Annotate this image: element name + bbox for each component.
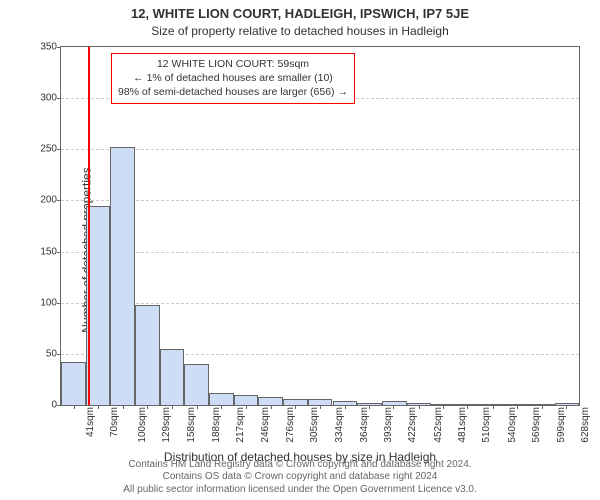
x-tick-label: 569sqm xyxy=(531,407,542,443)
title-sub: Size of property relative to detached ho… xyxy=(0,24,600,38)
x-tick-mark xyxy=(295,405,296,409)
title-main: 12, WHITE LION COURT, HADLEIGH, IPSWICH,… xyxy=(0,6,600,21)
x-tick-label: 305sqm xyxy=(309,407,320,443)
attribution-line1: Contains HM Land Registry data © Crown c… xyxy=(128,459,471,470)
histogram-bar xyxy=(258,397,283,405)
x-tick-label: 393sqm xyxy=(383,407,394,443)
x-tick-mark xyxy=(345,405,346,409)
histogram-bar xyxy=(184,364,209,405)
y-tick-mark xyxy=(57,303,61,304)
y-tick-mark xyxy=(57,149,61,150)
y-tick-mark xyxy=(57,252,61,253)
gridline xyxy=(61,200,579,201)
y-tick-label: 100 xyxy=(40,297,57,308)
x-tick-mark xyxy=(172,405,173,409)
x-tick-label: 246sqm xyxy=(259,407,270,443)
plot-area: 05010015020025030035041sqm70sqm100sqm129… xyxy=(60,46,580,406)
y-tick-mark xyxy=(57,354,61,355)
x-tick-label: 540sqm xyxy=(506,407,517,443)
y-tick-mark xyxy=(57,98,61,99)
x-tick-label: 217sqm xyxy=(235,407,246,443)
x-tick-mark xyxy=(542,405,543,409)
x-tick-mark xyxy=(419,405,420,409)
y-tick-label: 350 xyxy=(40,42,57,53)
x-tick-label: 422sqm xyxy=(407,407,418,443)
x-tick-label: 70sqm xyxy=(109,407,120,437)
x-tick-mark xyxy=(393,405,394,409)
y-tick-label: 300 xyxy=(40,93,57,104)
figure-container: 12, WHITE LION COURT, HADLEIGH, IPSWICH,… xyxy=(0,0,600,500)
y-tick-label: 150 xyxy=(40,246,57,257)
gridline xyxy=(61,149,579,150)
x-tick-label: 364sqm xyxy=(359,407,370,443)
gridline xyxy=(61,303,579,304)
info-box-line2: ← 1% of detached houses are smaller (10) xyxy=(118,71,348,85)
x-tick-label: 100sqm xyxy=(137,407,148,443)
x-tick-mark xyxy=(221,405,222,409)
y-tick-label: 50 xyxy=(46,348,57,359)
x-tick-label: 129sqm xyxy=(161,407,172,443)
x-tick-label: 188sqm xyxy=(211,407,222,443)
x-tick-label: 599sqm xyxy=(556,407,567,443)
histogram-bar xyxy=(61,362,86,405)
x-tick-label: 628sqm xyxy=(580,407,591,443)
x-tick-mark xyxy=(74,405,75,409)
x-tick-label: 41sqm xyxy=(85,407,96,437)
histogram-bar xyxy=(160,349,185,405)
attribution: Contains HM Land Registry data © Crown c… xyxy=(0,459,600,497)
x-tick-label: 334sqm xyxy=(333,407,344,443)
info-box-line1: 12 WHITE LION COURT: 59sqm xyxy=(118,57,348,71)
histogram-bar xyxy=(110,147,135,405)
x-tick-mark xyxy=(197,405,198,409)
marker-line xyxy=(88,47,90,405)
y-tick-label: 200 xyxy=(40,195,57,206)
x-tick-mark xyxy=(271,405,272,409)
x-tick-mark xyxy=(246,405,247,409)
x-tick-mark xyxy=(320,405,321,409)
x-tick-mark xyxy=(147,405,148,409)
y-tick-mark xyxy=(57,200,61,201)
y-tick-mark xyxy=(57,47,61,48)
info-box: 12 WHITE LION COURT: 59sqm← 1% of detach… xyxy=(111,53,355,104)
x-tick-label: 510sqm xyxy=(481,407,492,443)
y-tick-mark xyxy=(57,405,61,406)
histogram-bar xyxy=(209,393,234,405)
x-tick-mark xyxy=(467,405,468,409)
info-box-line3: 98% of semi-detached houses are larger (… xyxy=(118,85,348,99)
x-tick-label: 452sqm xyxy=(432,407,443,443)
attribution-line3: All public sector information licensed u… xyxy=(123,484,477,495)
x-tick-mark xyxy=(493,405,494,409)
histogram-bar xyxy=(135,305,160,405)
x-tick-label: 276sqm xyxy=(285,407,296,443)
gridline xyxy=(61,252,579,253)
x-tick-label: 481sqm xyxy=(457,407,468,443)
x-tick-mark xyxy=(443,405,444,409)
x-tick-mark xyxy=(566,405,567,409)
y-tick-label: 250 xyxy=(40,144,57,155)
histogram-bar xyxy=(234,395,259,405)
x-tick-mark xyxy=(369,405,370,409)
x-tick-mark xyxy=(517,405,518,409)
x-tick-mark xyxy=(123,405,124,409)
x-tick-label: 158sqm xyxy=(186,407,197,443)
x-tick-mark xyxy=(98,405,99,409)
attribution-line2: Contains OS data © Crown copyright and d… xyxy=(163,471,438,482)
